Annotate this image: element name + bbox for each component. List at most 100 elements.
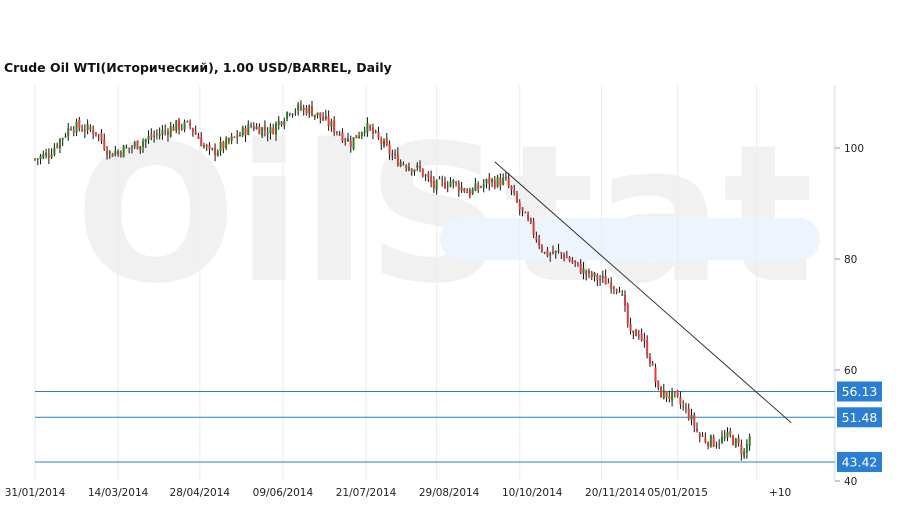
candle-body [186, 120, 189, 122]
candle-body [119, 151, 122, 156]
candle-body [463, 188, 466, 192]
candle-body [399, 161, 402, 167]
candle-body [147, 136, 150, 140]
chart-title: Crude Oil WTI(Исторический), 1.00 USD/BA… [4, 60, 392, 75]
candle-body [238, 134, 241, 137]
candle-body [452, 180, 455, 184]
trendline [494, 161, 792, 424]
candle-body [684, 407, 687, 409]
watermark-logo: OilStat [75, 104, 820, 325]
candle-body [430, 176, 433, 183]
candle-body [540, 246, 543, 252]
candle-body [172, 126, 175, 131]
candle-body [538, 239, 541, 246]
candle-body [726, 432, 729, 438]
candle-body [252, 126, 255, 130]
candle-body [261, 127, 264, 137]
candle-body [363, 131, 366, 133]
candle-body [646, 340, 649, 357]
candle-body [225, 138, 228, 148]
candle-body [297, 104, 300, 111]
candle-body [180, 127, 183, 129]
candle-body [610, 282, 613, 290]
candle-body [366, 123, 369, 133]
candle-body [554, 250, 557, 253]
candle-body [291, 113, 294, 116]
candle-body [449, 181, 452, 187]
candle-body [178, 119, 181, 130]
candle-body [657, 380, 660, 388]
candle-body [153, 135, 156, 137]
candle-body [635, 329, 638, 337]
candle-body [743, 451, 746, 457]
candle-body [648, 356, 651, 364]
candle-body [477, 185, 480, 189]
x-tick-label: 05/01/2015 [647, 487, 708, 499]
candle-body [133, 142, 136, 147]
candle-body [108, 151, 111, 154]
candle-body [136, 140, 139, 150]
candle-body [687, 408, 690, 419]
candle-body [274, 123, 277, 135]
candle-body [421, 168, 424, 177]
candle-body [394, 153, 397, 156]
candle-body [715, 445, 718, 447]
candle-body [576, 262, 579, 264]
candle-body [732, 435, 735, 446]
candle-body [549, 253, 552, 256]
candle-body [70, 129, 73, 131]
candle-body [618, 291, 621, 293]
candle-body [227, 138, 230, 142]
candle-body [144, 139, 147, 143]
candle-body [468, 190, 471, 196]
candle-body [106, 150, 109, 155]
candle-body [72, 130, 75, 132]
x-tick-label: 10/10/2014 [502, 487, 563, 499]
candle-body [316, 112, 319, 116]
candle-body [557, 249, 560, 252]
candle-body [612, 287, 615, 289]
candle-body [665, 391, 668, 398]
candle-body [565, 257, 568, 259]
candle-body [58, 139, 61, 148]
candle-body [313, 114, 316, 118]
candle-body [233, 136, 236, 138]
candle-body [117, 151, 120, 154]
candle-body [39, 155, 42, 160]
candle-body [230, 136, 233, 141]
candle-body [432, 180, 435, 189]
x-tick-label: +10 [769, 487, 791, 499]
candle-body [485, 179, 488, 184]
candles [34, 100, 751, 461]
candle-body [330, 121, 333, 127]
candle-body [599, 278, 602, 280]
candle-body [446, 186, 449, 188]
candle-body [643, 338, 646, 342]
candle-body [219, 142, 222, 151]
candle-body [571, 260, 574, 263]
candle-body [322, 117, 325, 121]
candle-body [563, 253, 566, 260]
candle-body [42, 153, 45, 158]
candle-body [61, 138, 64, 140]
candle-body [97, 134, 100, 136]
candle-body [56, 145, 59, 148]
candle-body [654, 367, 657, 383]
candle-body [479, 186, 482, 188]
candle-body [369, 125, 372, 129]
candle-body [748, 436, 751, 446]
candle-body [712, 436, 715, 447]
candle-body [34, 158, 36, 160]
candle-body [269, 127, 272, 134]
candle-body [510, 185, 513, 190]
candle-body [216, 151, 219, 156]
candle-body [83, 129, 86, 132]
candle-body [701, 435, 704, 437]
gridlines [34, 85, 836, 481]
level-badge [837, 452, 882, 473]
candle-body [338, 134, 341, 136]
candle-body [405, 165, 408, 169]
candle-body [720, 436, 723, 443]
candle-body [89, 126, 92, 130]
